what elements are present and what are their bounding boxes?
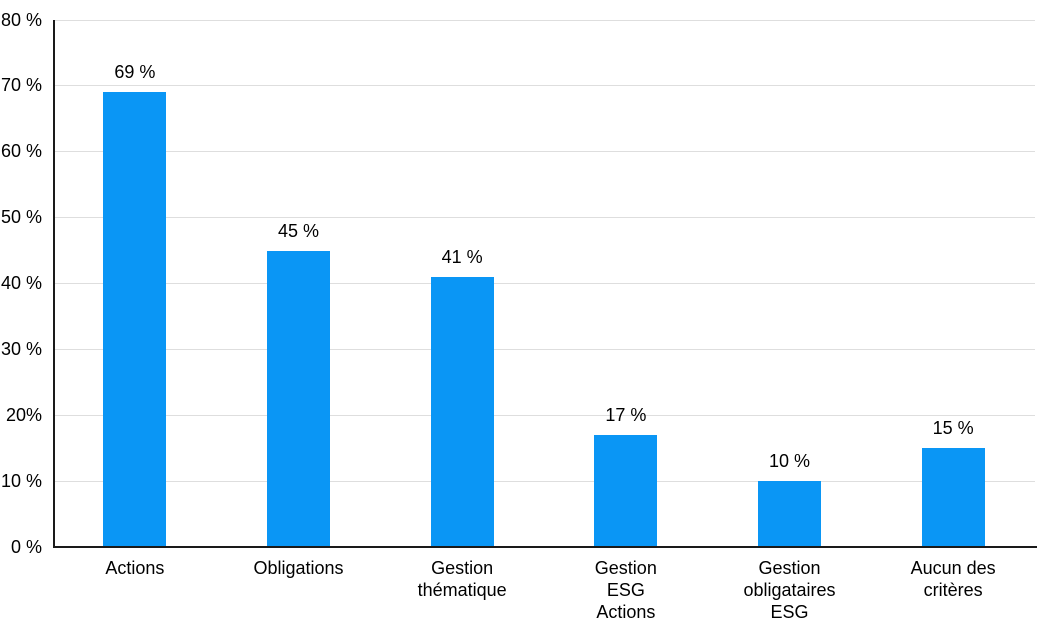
- y-axis-line: [53, 20, 55, 548]
- bar-value-label: 15 %: [932, 418, 974, 439]
- x-axis-tick-label: Gestion obligataires ESG: [743, 558, 836, 622]
- gridline: [54, 480, 1035, 482]
- bar-5: [758, 481, 821, 547]
- bar-value-label: 45 %: [277, 220, 320, 241]
- gridline: [54, 19, 1035, 21]
- bar-value-label: 17 %: [605, 405, 647, 425]
- x-axis-tick-label: Gestion thématique: [417, 558, 507, 600]
- bar-2: [267, 250, 330, 547]
- gridline: [54, 217, 1035, 219]
- bar-4: [594, 435, 658, 547]
- gridline: [54, 283, 1035, 284]
- bar-1: [103, 92, 167, 547]
- bar-value-label: 10 %: [768, 451, 811, 472]
- y-axis-tick-label: 80 %: [0, 9, 42, 30]
- y-axis-tick-label: 60 %: [0, 141, 42, 162]
- y-axis-tick-label: 10 %: [0, 470, 42, 491]
- y-axis-tick-label: 0 %: [10, 536, 42, 557]
- y-axis-tick-label: 70 %: [0, 75, 42, 96]
- bar-value-label: 41 %: [441, 246, 483, 267]
- x-axis-line: [53, 546, 1037, 548]
- bar-3: [430, 276, 494, 547]
- gridline: [54, 151, 1035, 153]
- x-axis-tick-label: Obligations: [253, 558, 344, 578]
- gridline: [54, 414, 1035, 416]
- y-axis-tick-label: 20%: [5, 404, 42, 425]
- y-axis-tick-label: 50 %: [0, 207, 42, 228]
- gridline: [54, 348, 1035, 350]
- y-axis-tick-label: 40 %: [0, 273, 42, 293]
- y-axis-tick-label: 30 %: [0, 338, 42, 359]
- x-axis-tick-label: Aucun des critères: [910, 558, 996, 600]
- gridline: [54, 85, 1035, 87]
- x-axis-tick-label: Gestion ESG Actions: [594, 558, 657, 622]
- bar-6: [921, 448, 985, 547]
- bar-value-label: 69 %: [114, 62, 156, 83]
- x-axis-tick-label: Actions: [105, 558, 165, 578]
